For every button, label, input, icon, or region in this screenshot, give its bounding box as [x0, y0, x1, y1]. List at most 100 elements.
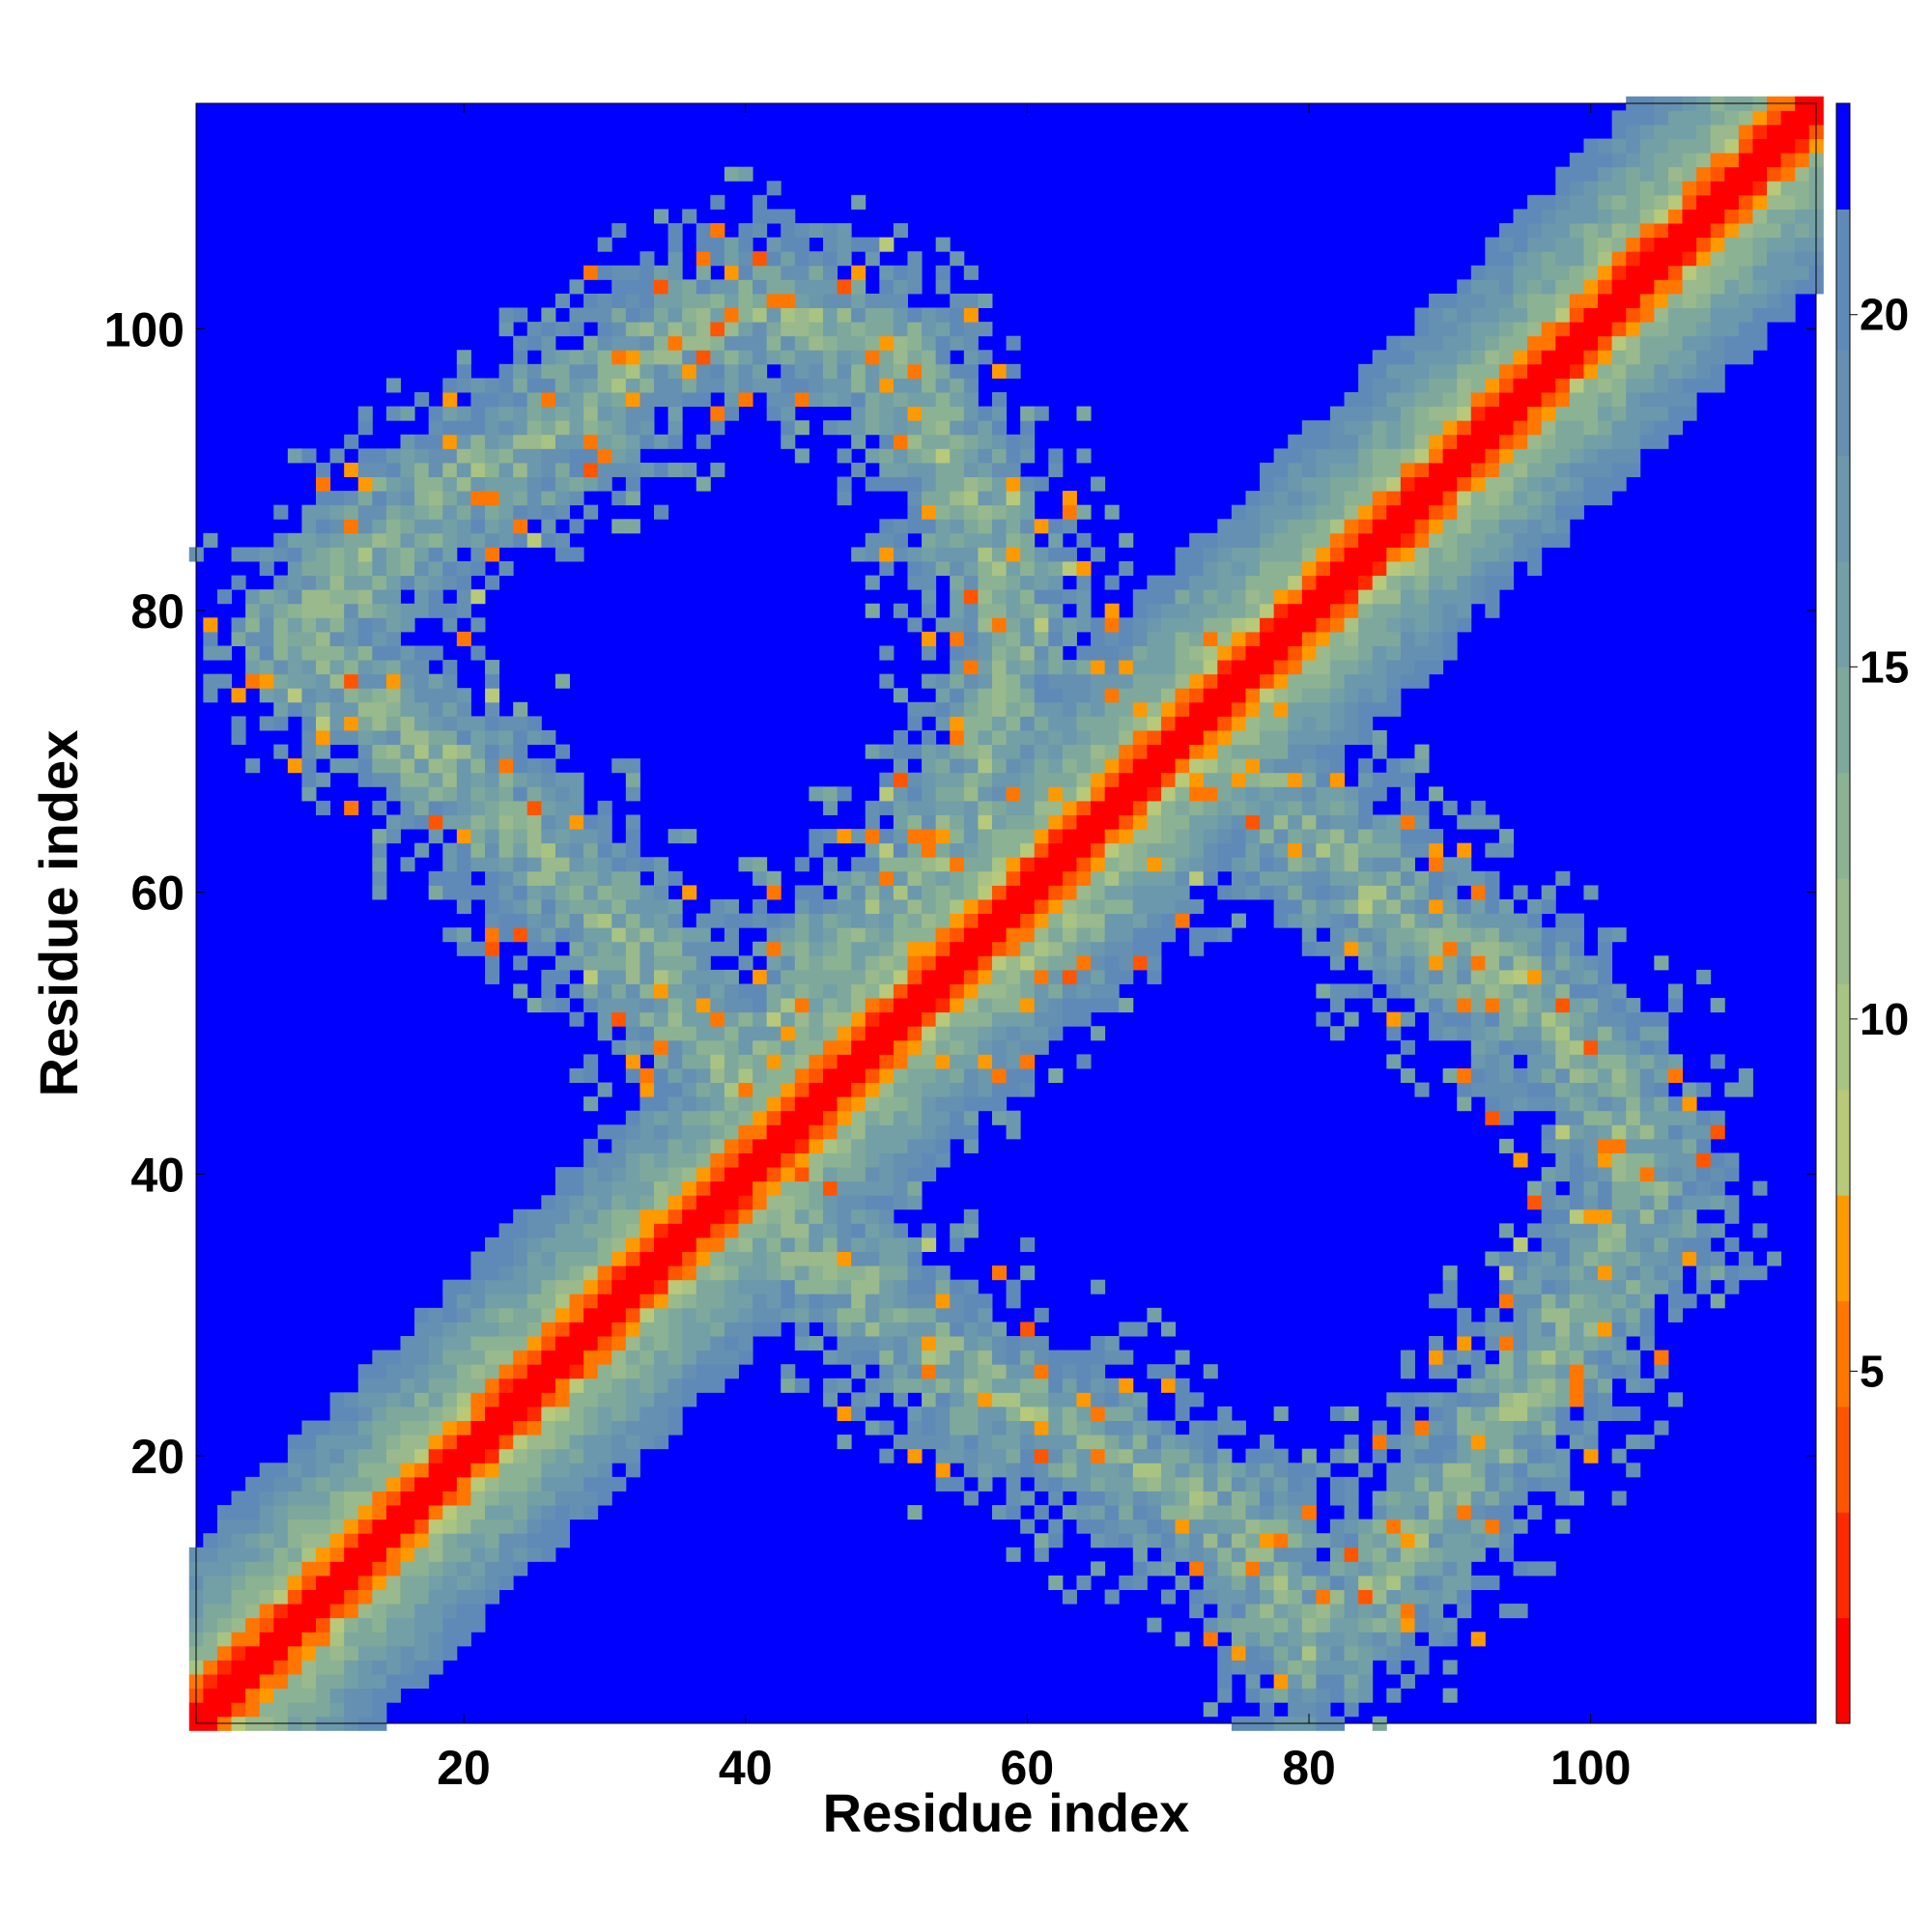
heatmap-cell [865, 251, 880, 267]
heatmap-cell [583, 1167, 599, 1182]
heatmap-cell [344, 660, 359, 675]
heatmap-cell [1485, 1435, 1500, 1450]
heatmap-cell [766, 1011, 781, 1027]
heatmap-cell [1119, 744, 1134, 759]
heatmap-cell [611, 927, 627, 943]
heatmap-cell [950, 1435, 965, 1450]
heatmap-cell [1329, 955, 1346, 971]
heatmap-cell [400, 1589, 415, 1605]
heatmap-cell [1372, 589, 1387, 605]
heatmap-cell [301, 1660, 317, 1675]
heatmap-cell [1048, 603, 1064, 618]
heatmap-cell [1316, 729, 1331, 746]
heatmap-cell [442, 406, 458, 421]
heatmap-cell [372, 1660, 387, 1675]
heatmap-cell [428, 758, 443, 774]
heatmap-cell [456, 1617, 471, 1633]
heatmap-cell [837, 363, 852, 379]
heatmap-cell [1231, 885, 1246, 900]
heatmap-cell [1104, 1491, 1120, 1506]
heatmap-cell [1457, 870, 1472, 886]
heatmap-cell [1288, 476, 1303, 492]
heatmap-cell [1329, 476, 1346, 492]
heatmap-cell [611, 307, 627, 323]
heatmap-cell [1231, 1632, 1246, 1647]
heatmap-cell [357, 420, 373, 436]
heatmap-cell [1470, 1082, 1486, 1097]
heatmap-cell [963, 1392, 979, 1407]
heatmap-cell [922, 335, 937, 351]
heatmap-cell [554, 1491, 570, 1506]
heatmap-cell [1316, 983, 1331, 999]
heatmap-cell [922, 969, 937, 984]
heatmap-cell [513, 1293, 528, 1309]
heatmap-cell [822, 1321, 838, 1337]
heatmap-cell [766, 1265, 781, 1281]
heatmap-cell [907, 279, 923, 295]
heatmap-cell [991, 800, 1008, 815]
heatmap-cell [498, 392, 514, 408]
heatmap-cell [1344, 1702, 1359, 1718]
heatmap-cell [654, 1307, 669, 1322]
heatmap-cell [301, 589, 317, 605]
heatmap-cell [991, 392, 1008, 408]
heatmap-cell [1400, 1519, 1415, 1534]
heatmap-cell [1175, 1406, 1190, 1422]
heatmap-cell [963, 829, 979, 844]
heatmap-cell [569, 927, 584, 943]
heatmap-cell [1062, 870, 1077, 886]
heatmap-cell [639, 322, 655, 337]
heatmap-cell [907, 1011, 923, 1027]
heatmap-cell [1189, 786, 1205, 802]
heatmap-cell [470, 1279, 486, 1294]
heatmap-cell [654, 941, 669, 956]
heatmap-cell [837, 786, 852, 802]
heatmap-cell [922, 941, 937, 956]
heatmap-cell [625, 448, 640, 464]
heatmap-cell [385, 1674, 401, 1690]
heatmap-cell [654, 392, 669, 408]
heatmap-cell [470, 1491, 486, 1506]
heatmap-cell [654, 998, 669, 1013]
heatmap-cell [1132, 842, 1148, 858]
heatmap-cell [822, 350, 838, 365]
heatmap-cell [865, 1124, 880, 1140]
heatmap-cell [485, 1336, 500, 1351]
heatmap-cell [1429, 786, 1444, 802]
heatmap-cell [794, 237, 810, 252]
heatmap-cell [1034, 1406, 1049, 1422]
heatmap-cell [1175, 1533, 1190, 1548]
heatmap-cell [879, 1026, 895, 1041]
heatmap-cell [935, 237, 951, 252]
heatmap-cell [865, 237, 880, 252]
heatmap-cell [316, 1589, 331, 1605]
heatmap-cell [1217, 1575, 1233, 1591]
heatmap-cell [203, 1561, 218, 1577]
heatmap-cell [1457, 955, 1472, 971]
heatmap-cell [682, 293, 697, 308]
heatmap-cell [1414, 941, 1430, 956]
heatmap-cell [1160, 1321, 1177, 1337]
heatmap-cell [329, 1688, 345, 1703]
heatmap-cell [329, 519, 345, 534]
heatmap-cell [1189, 660, 1205, 675]
heatmap-cell [442, 617, 458, 633]
heatmap-cell [753, 1265, 768, 1281]
heatmap-cell [385, 1604, 401, 1619]
heatmap-cell [1132, 617, 1148, 633]
heatmap-cell [682, 1336, 697, 1351]
heatmap-cell [569, 1307, 584, 1322]
heatmap-cell [851, 1138, 867, 1153]
heatmap-cell [963, 406, 979, 421]
heatmap-cell [541, 1406, 556, 1422]
heatmap-cell [301, 729, 317, 746]
heatmap-cell [654, 1208, 669, 1224]
heatmap-cell [822, 1293, 838, 1309]
heatmap-cell [1217, 1674, 1233, 1690]
heatmap-cell [485, 660, 500, 675]
heatmap-cell [696, 279, 711, 295]
heatmap-cell [1386, 1660, 1402, 1675]
heatmap-cell [922, 1406, 937, 1422]
heatmap-cell [922, 701, 937, 717]
heatmap-cell [1329, 885, 1346, 900]
